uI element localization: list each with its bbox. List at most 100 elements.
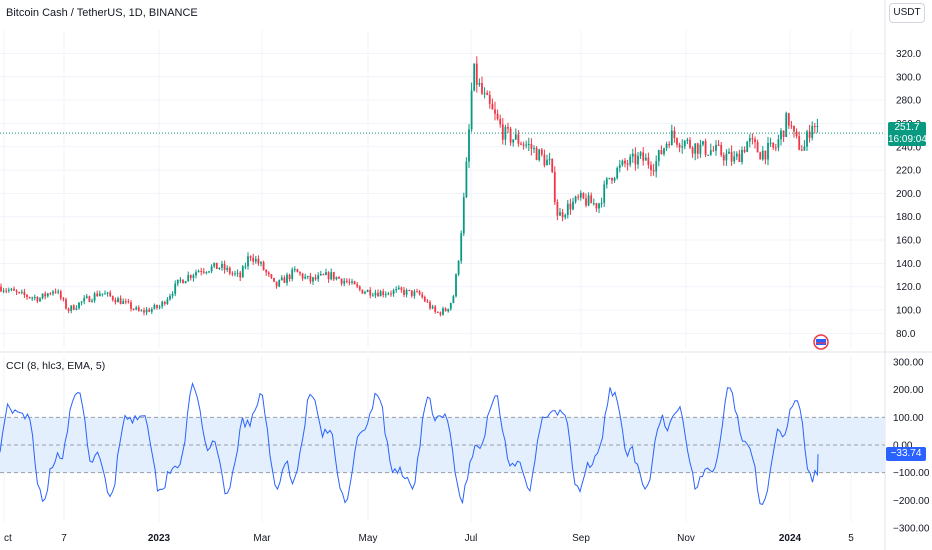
candle <box>262 262 265 270</box>
candle <box>564 215 567 218</box>
candle <box>514 134 517 140</box>
candle <box>707 154 710 156</box>
candle <box>470 90 473 130</box>
candle <box>803 146 806 151</box>
candle <box>811 125 814 138</box>
currency-button[interactable]: USDT <box>889 3 925 23</box>
candle <box>189 275 192 278</box>
candle <box>184 281 187 284</box>
candle <box>691 147 694 154</box>
candle <box>306 275 309 277</box>
candle <box>782 130 785 137</box>
candle <box>371 295 374 297</box>
candle <box>808 131 811 138</box>
candle <box>260 262 262 264</box>
candle <box>221 263 223 268</box>
candle <box>122 301 125 304</box>
candle <box>709 150 712 155</box>
candle <box>317 275 320 280</box>
candle <box>746 141 749 152</box>
candle <box>551 158 554 172</box>
candle <box>330 272 333 280</box>
candle <box>429 301 431 309</box>
chart-title: Bitcoin Cash / TetherUS, 1D, BINANCE <box>6 7 198 19</box>
candle <box>197 270 200 273</box>
candle <box>574 196 577 202</box>
candle <box>351 281 353 283</box>
candle <box>455 274 457 297</box>
candle <box>291 269 294 280</box>
candle <box>28 297 31 299</box>
candle <box>592 203 595 205</box>
candle <box>481 83 483 94</box>
cci-line <box>0 381 819 505</box>
last-price-value: 251.7 <box>894 122 920 133</box>
candle <box>85 296 88 298</box>
candle <box>33 297 36 299</box>
candle <box>275 281 278 287</box>
x-tick-label: ct <box>4 533 12 544</box>
candle <box>603 184 606 203</box>
candle <box>533 147 535 149</box>
cci-tick-label: 300.00 <box>893 358 924 369</box>
price-tick-label: 80.0 <box>896 329 916 340</box>
candle <box>208 271 210 273</box>
price-tick-label: 160.0 <box>896 236 921 247</box>
candle <box>777 139 780 148</box>
candle <box>59 291 62 299</box>
candle <box>566 203 569 216</box>
candle <box>252 257 255 262</box>
candle <box>72 305 75 310</box>
candle <box>41 293 44 299</box>
candle <box>683 141 686 147</box>
candle <box>722 155 725 161</box>
candle <box>639 152 642 156</box>
cci-indicator-label: CCI (8, hlc3, EMA, 5) <box>6 360 106 372</box>
candle <box>553 171 556 203</box>
candle <box>405 289 408 295</box>
candle <box>205 272 208 274</box>
candle <box>296 269 299 273</box>
last-price-badge: 251.7 16:09:04 <box>888 122 927 146</box>
candle <box>91 300 93 302</box>
candle <box>426 301 429 303</box>
candle <box>174 283 177 294</box>
candle <box>345 280 348 282</box>
x-tick-label: 2024 <box>779 533 802 544</box>
candle <box>577 196 580 198</box>
candle <box>452 296 455 303</box>
candle <box>239 272 242 278</box>
candle <box>800 149 803 151</box>
candle <box>712 150 715 152</box>
candle <box>468 129 470 162</box>
x-tick-label: Nov <box>677 533 695 544</box>
candle <box>629 156 632 165</box>
candle <box>738 153 741 162</box>
candle <box>356 284 359 287</box>
candle <box>509 128 512 143</box>
candle <box>582 192 585 199</box>
candle <box>286 274 288 283</box>
cci-tick-label: 200.00 <box>893 385 924 396</box>
candle <box>98 293 101 297</box>
candle <box>465 161 468 198</box>
candle <box>488 94 491 104</box>
candle <box>200 270 203 272</box>
candle <box>384 294 387 296</box>
candle <box>96 293 99 297</box>
candle <box>202 271 205 273</box>
candle <box>182 279 184 284</box>
candle <box>322 274 325 276</box>
candle <box>699 144 702 154</box>
candle <box>780 130 782 140</box>
candle <box>15 290 18 293</box>
candle <box>663 148 665 155</box>
candle <box>548 158 551 160</box>
bar-countdown: 16:09:04 <box>888 134 927 145</box>
price-tick-label: 320.0 <box>896 49 921 60</box>
candle <box>585 198 587 206</box>
candle <box>210 266 213 272</box>
candle <box>169 295 171 300</box>
candle <box>535 147 538 161</box>
